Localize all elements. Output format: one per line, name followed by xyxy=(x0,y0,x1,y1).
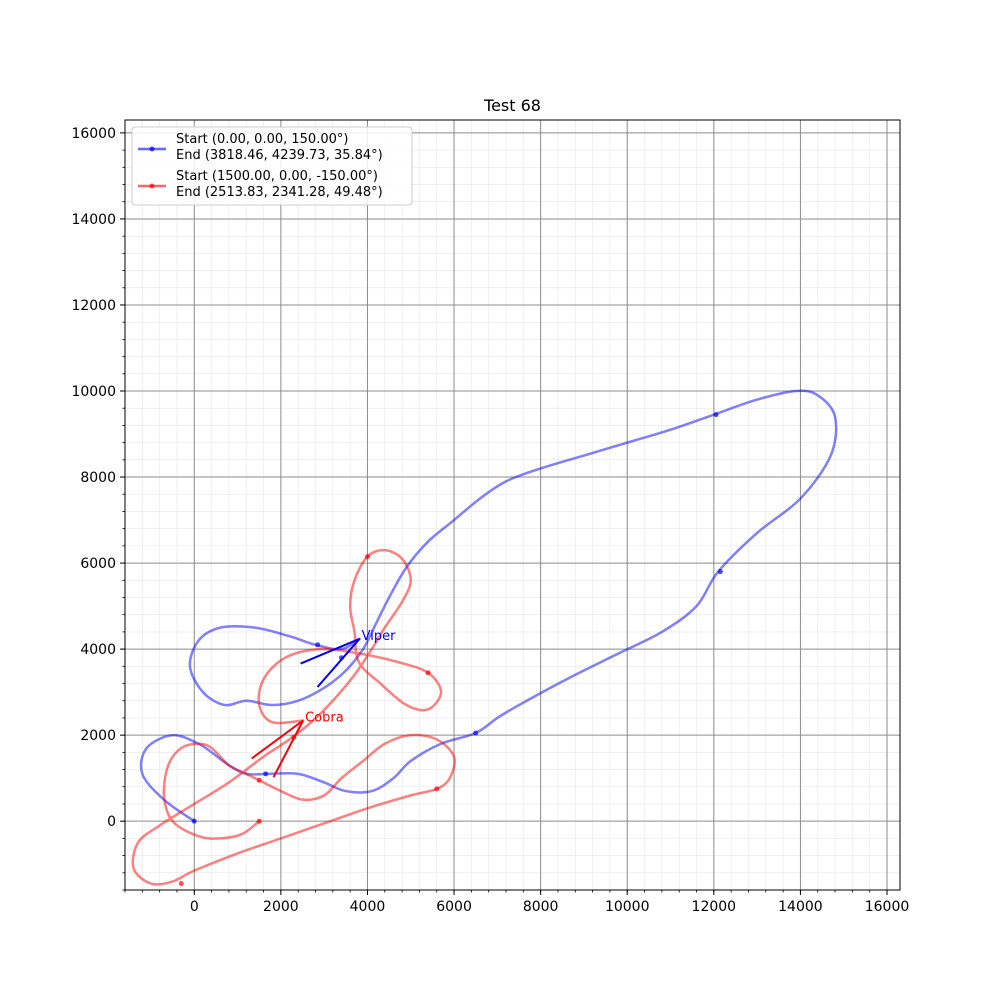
marker-viper: Viper xyxy=(300,629,396,688)
x-axis: 0 2000 4000 6000 8000 10000 12000 14000 16000 xyxy=(124,890,910,915)
marker-label: Cobra xyxy=(305,710,344,725)
marker-cobra: Cobra xyxy=(251,710,344,778)
y-axis: 0 2000 4000 6000 8000 10000 12000 14000 16000 xyxy=(71,126,125,891)
x-tick-label: 16000 xyxy=(865,899,910,915)
series-1-point xyxy=(717,569,723,575)
series-2-point xyxy=(434,786,440,792)
y-tick-label: 16000 xyxy=(71,126,116,142)
series-1-point xyxy=(713,412,719,418)
legend-label: Start (0.00, 0.00, 150.00°) xyxy=(176,132,348,147)
heading-arrow xyxy=(251,719,304,778)
y-tick-label: 14000 xyxy=(71,212,116,228)
y-tick-label: 2000 xyxy=(80,728,116,744)
legend-entry-2: Start (1500.00, 0.00, -150.00°) End (251… xyxy=(138,169,383,200)
series-2-point xyxy=(364,554,370,560)
chart-title: Test 68 xyxy=(483,96,541,115)
x-tick-label: 8000 xyxy=(523,899,559,915)
series-2-line xyxy=(131,548,456,886)
y-tick-label: 4000 xyxy=(80,642,116,658)
series-layer xyxy=(131,389,838,887)
x-tick-label: 2000 xyxy=(263,899,299,915)
y-tick-label: 12000 xyxy=(71,298,116,314)
series-2-point xyxy=(256,818,262,824)
x-tick-label: 12000 xyxy=(692,899,737,915)
legend-box xyxy=(131,126,413,206)
legend-swatch-dot xyxy=(149,146,155,152)
series-1-point xyxy=(473,730,479,736)
marker-label: Viper xyxy=(362,629,396,644)
x-tick-label: 4000 xyxy=(350,899,386,915)
legend-entry-1: Start (0.00, 0.00, 150.00°) End (3818.46… xyxy=(138,132,383,163)
y-tick-label: 10000 xyxy=(71,384,116,400)
legend-swatch-dot xyxy=(149,183,155,189)
series-1-line xyxy=(139,389,838,823)
marker-layer: Viper Cobra xyxy=(251,629,396,778)
series-1-point xyxy=(263,771,269,777)
series-1 xyxy=(139,389,838,824)
legend-label: Start (1500.00, 0.00, -150.00°) xyxy=(176,169,378,184)
series-2-point xyxy=(178,881,184,887)
x-tick-label: 14000 xyxy=(778,899,823,915)
series-1-point xyxy=(191,818,197,824)
legend: Start (0.00, 0.00, 150.00°) End (3818.46… xyxy=(131,126,413,206)
series-2-point xyxy=(425,670,431,676)
y-tick-label: 8000 xyxy=(80,470,116,486)
heading-arrow xyxy=(300,637,361,688)
series-1-point xyxy=(315,642,321,648)
plot-frame xyxy=(124,119,901,891)
series-2-point xyxy=(256,777,262,783)
x-tick-label: 0 xyxy=(190,899,199,915)
x-tick-label: 10000 xyxy=(605,899,650,915)
x-tick-label: 6000 xyxy=(436,899,472,915)
major-grid xyxy=(125,120,900,890)
y-tick-label: 0 xyxy=(107,814,116,830)
y-tick-label: 6000 xyxy=(80,556,116,572)
legend-label: End (3818.46, 4239.73, 35.84°) xyxy=(176,148,383,163)
legend-label: End (2513.83, 2341.28, 49.48°) xyxy=(176,185,383,200)
plot-area xyxy=(125,120,900,890)
